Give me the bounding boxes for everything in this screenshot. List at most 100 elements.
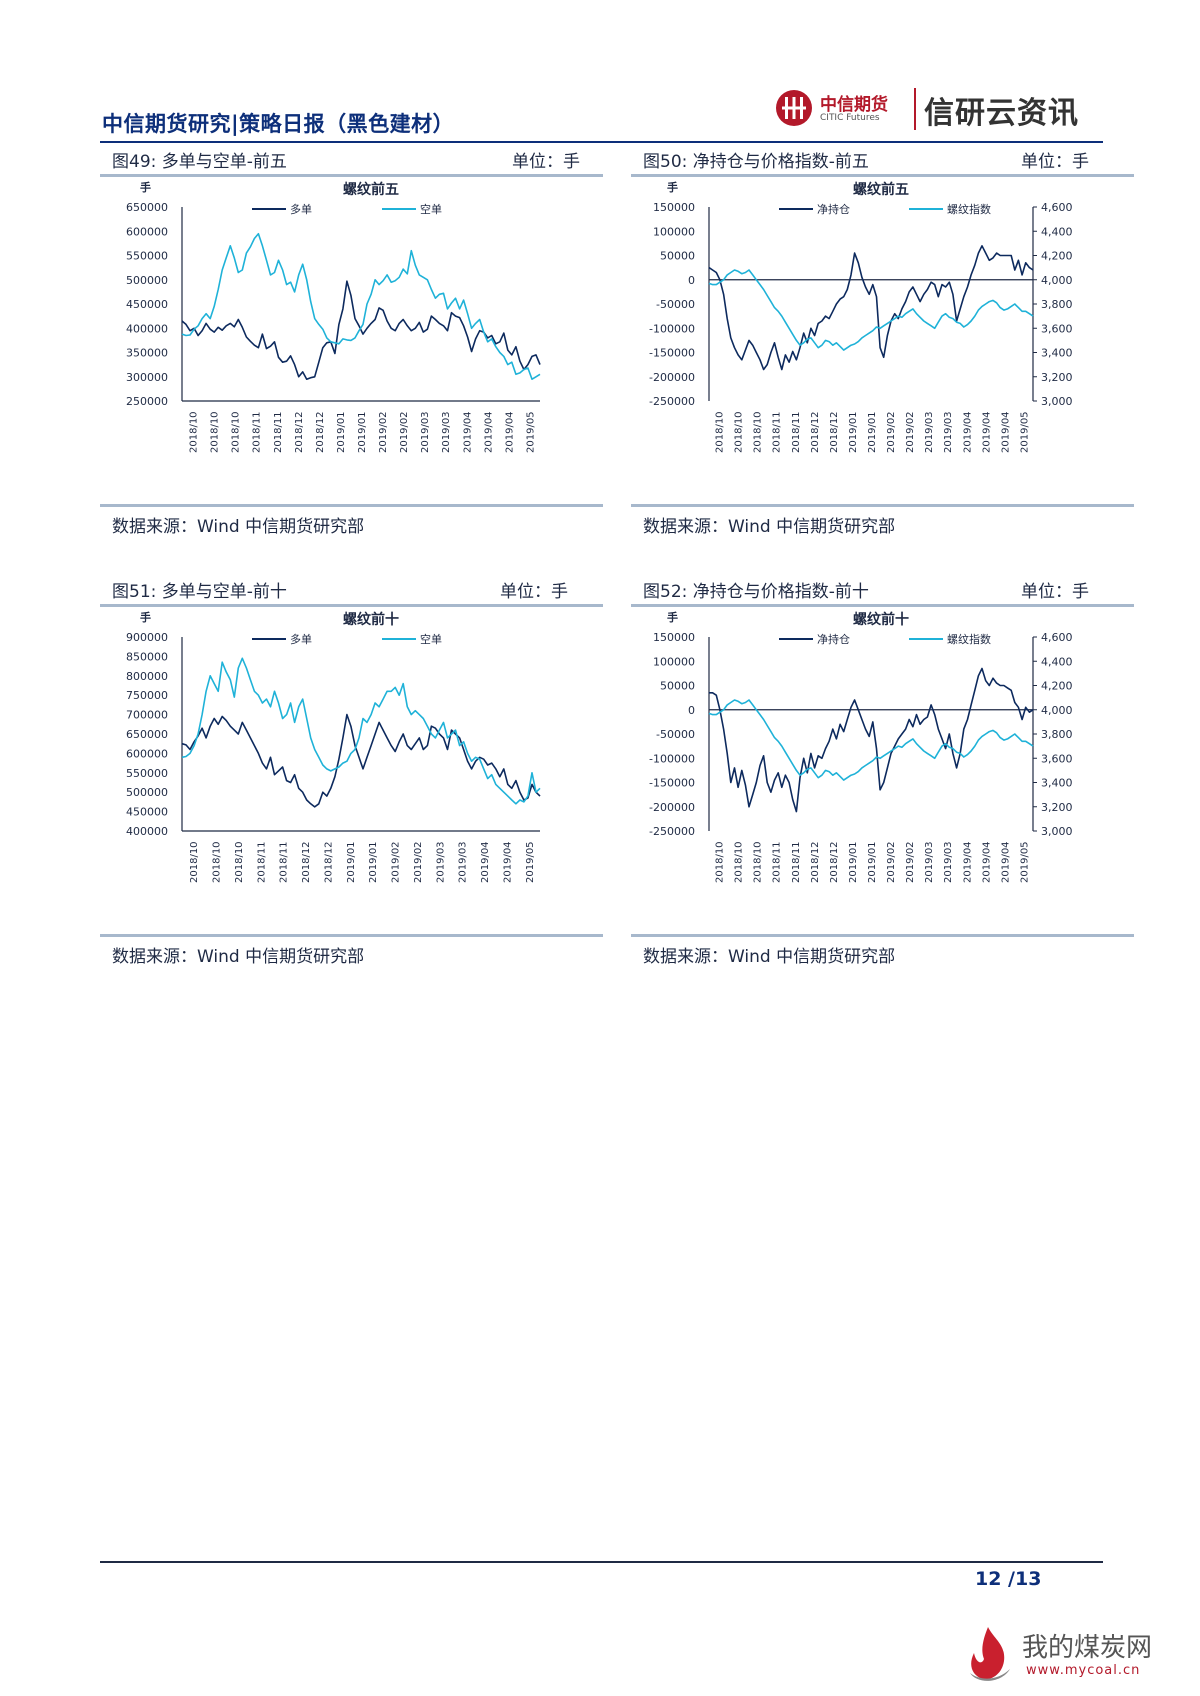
series-line	[181, 713, 541, 808]
legend-label: 螺纹指数	[947, 202, 991, 216]
legend-label: 多单	[290, 202, 312, 216]
y-tick-label: 250000	[126, 395, 168, 408]
figure-caption: 图50: 净持仓与价格指数-前五	[643, 152, 869, 172]
x-tick-label: 2019/04	[1000, 411, 1011, 453]
brand-service-name: 信研云资讯	[924, 96, 1079, 131]
figure-49: 图49: 多单与空单-前五 单位：手 螺纹前五 手 650000 600000 5500…	[100, 147, 603, 537]
x-tick-label: 2018/10	[210, 411, 221, 453]
y-tick-label: 550000	[126, 250, 168, 263]
series-line	[708, 245, 1034, 371]
y-tick-label: 900000	[126, 631, 168, 644]
y-tick-label: 450000	[126, 806, 168, 819]
x-tick-label: 2018/10	[231, 411, 242, 453]
y-tick-label: 700000	[126, 709, 168, 722]
x-tick-label: 2019/04	[483, 411, 494, 453]
x-tick-label: 2019/01	[867, 411, 878, 453]
x-tick-label: 2018/12	[829, 411, 840, 453]
y2-tick-label: 4,400	[1041, 655, 1073, 668]
y-tick-label: -200000	[649, 371, 695, 384]
y-tick-label: -250000	[649, 825, 695, 838]
x-tick-label: 2018/12	[829, 841, 840, 883]
x-tick-label: 2019/05	[525, 411, 536, 453]
y2-tick-label: 4,200	[1041, 680, 1073, 693]
x-tick-label: 2019/02	[378, 411, 389, 453]
x-tick-label: 2019/01	[848, 841, 859, 883]
report-title: 中信期货研究|策略日报（黑色建材）	[102, 112, 455, 136]
x-tick-label: 2018/10	[212, 841, 223, 883]
x-tick-label: 2019/02	[886, 841, 897, 883]
citic-logo-icon	[776, 90, 812, 126]
caption-rule	[631, 174, 1134, 177]
y-tick-label: 400000	[126, 825, 168, 838]
x-tick-label: 2019/05	[525, 841, 536, 883]
chart-52: 螺纹前十 手 150000 100000 50000 0 -50000 -100000 -150…	[649, 610, 1073, 883]
y-tick-label: 0	[688, 704, 695, 717]
y-tick-label: -150000	[649, 777, 695, 790]
y2-tick-label: 3,600	[1041, 322, 1073, 335]
figure-51: 图51: 多单与空单-前十 单位：手 螺纹前十 手 900000 850000 8000…	[100, 577, 603, 967]
x-tick-label: 2019/02	[399, 411, 410, 453]
legend-label: 空单	[420, 202, 442, 216]
x-tick-label: 2019/03	[441, 411, 452, 453]
legend-label: 净持仓	[817, 202, 850, 216]
chart-title: 螺纹前十	[853, 611, 909, 628]
x-tick-label: 2019/04	[962, 841, 973, 883]
legend-label: 多单	[290, 632, 312, 646]
x-tick-label: 2019/04	[981, 411, 992, 453]
x-tick-label: 2019/04	[1000, 841, 1011, 883]
x-tick-label: 2018/10	[734, 841, 745, 883]
x-tick-label: 2018/10	[753, 841, 764, 883]
y-tick-label: -150000	[649, 347, 695, 360]
x-tick-label: 2019/01	[336, 411, 347, 453]
y-tick-label: 800000	[126, 670, 168, 683]
y-tick-label: -50000	[656, 298, 695, 311]
footer-rule	[100, 1561, 1103, 1563]
figure-source: 数据来源：Wind 中信期货研究部	[112, 517, 365, 537]
figure-unit: 单位：手	[1021, 582, 1089, 602]
x-tick-label: 2019/01	[867, 841, 878, 883]
y-tick-label: 100000	[653, 655, 695, 668]
y-tick-label: 150000	[653, 631, 695, 644]
x-tick-label: 2019/05	[1019, 841, 1030, 883]
y2-tick-label: 3,000	[1041, 825, 1073, 838]
series-line	[708, 269, 1034, 351]
x-tick-label: 2019/04	[462, 411, 473, 453]
brand-block: 中信期货 CITIC Futures 信研云资讯	[774, 86, 1114, 132]
source-rule	[631, 504, 1134, 507]
header-rule	[100, 141, 1103, 143]
caption-rule	[100, 174, 603, 177]
chart-49: 螺纹前五 手 650000 600000 550000 500000 450000 40000…	[126, 180, 541, 453]
y-tick-label: 600000	[126, 747, 168, 760]
y2-tick-label: 3,800	[1041, 728, 1073, 741]
source-rule	[100, 504, 603, 507]
page-number: 12 /13	[975, 1568, 1042, 1590]
x-tick-label: 2019/01	[346, 841, 357, 883]
x-tick-label: 2019/04	[502, 841, 513, 883]
caption-rule	[100, 604, 603, 607]
y2-tick-label: 3,200	[1041, 371, 1073, 384]
figure-caption: 图49: 多单与空单-前五	[112, 152, 287, 172]
x-tick-label: 2018/12	[294, 411, 305, 453]
y-tick-label: 850000	[126, 650, 168, 663]
y2-tick-label: 4,200	[1041, 250, 1073, 263]
legend-label: 空单	[420, 632, 442, 646]
watermark-url: www.mycoal.cn	[1026, 1663, 1141, 1678]
y-tick-label: 300000	[126, 371, 168, 384]
figure-unit: 单位：手	[512, 152, 580, 172]
y-tick-label: 400000	[126, 322, 168, 335]
figure-caption: 图51: 多单与空单-前十	[112, 582, 287, 602]
x-tick-label: 2018/10	[234, 841, 245, 883]
series-line	[181, 657, 541, 805]
x-tick-label: 2019/04	[480, 841, 491, 883]
y-tick-label: 0	[688, 274, 695, 287]
series-line	[708, 699, 1034, 781]
y2-tick-label: 3,200	[1041, 801, 1073, 814]
figure-source: 数据来源：Wind 中信期货研究部	[112, 947, 365, 967]
brand-name-en: CITIC Futures	[820, 113, 880, 123]
x-tick-label: 2018/12	[810, 411, 821, 453]
series-line	[181, 232, 541, 380]
x-tick-label: 2018/12	[301, 841, 312, 883]
x-tick-label: 2019/04	[962, 411, 973, 453]
x-tick-label: 2019/03	[420, 411, 431, 453]
y-tick-label: 650000	[126, 728, 168, 741]
